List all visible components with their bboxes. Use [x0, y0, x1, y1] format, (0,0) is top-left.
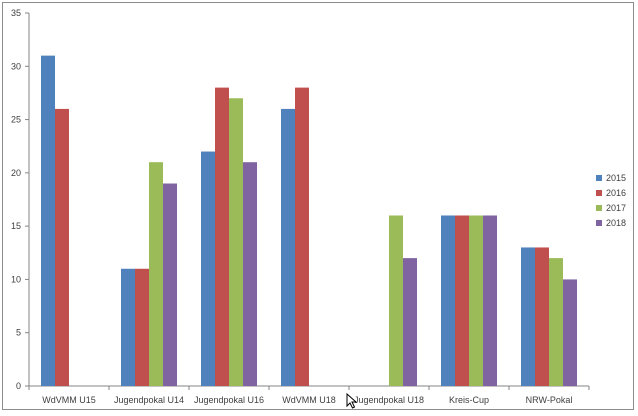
legend-swatch [596, 220, 602, 226]
bar-2015 [41, 55, 55, 386]
y-tick-label: 20 [11, 168, 21, 178]
y-tick-label: 25 [11, 115, 21, 125]
bar-2016 [455, 215, 469, 386]
legend-label: 2016 [606, 188, 626, 198]
bar-2017 [229, 98, 243, 386]
y-tick-label: 30 [11, 61, 21, 71]
bar-2018 [403, 258, 417, 386]
legend-label: 2017 [606, 203, 626, 213]
bar-2015 [281, 108, 295, 387]
bar-2017 [549, 258, 563, 386]
bar-2017 [469, 215, 483, 386]
legend-swatch [596, 205, 602, 211]
bar-2015 [121, 268, 135, 386]
bar-2018 [243, 162, 257, 386]
x-category-label: Jugendpokal U18 [354, 395, 424, 405]
x-category-label: NRW-Pokal [526, 395, 573, 405]
chart-frame: 0 5 10 15 20 25 30 35 WdVMM U15 Jugendpokal U14 Ju… [2, 2, 634, 410]
legend-swatch [596, 175, 602, 181]
bar-2017 [149, 162, 163, 386]
bar-2016 [295, 87, 309, 386]
legend-label: 2018 [606, 218, 626, 228]
x-category-label: Jugendpokal U14 [114, 395, 184, 405]
x-category-label: Jugendpokal U16 [194, 395, 264, 405]
bar-2018 [483, 215, 497, 386]
bar-chart: 0 5 10 15 20 25 30 35 WdVMM U15 Jugendpokal U14 Ju… [11, 8, 626, 405]
bar-2015 [521, 247, 535, 386]
x-category-label: WdVMM U15 [42, 395, 96, 405]
x-category-label: WdVMM U18 [282, 395, 336, 405]
bar-2016 [535, 247, 549, 386]
bar-2017 [389, 215, 403, 386]
y-tick-label: 10 [11, 274, 21, 284]
y-tick-label: 5 [16, 328, 21, 338]
bar-2016 [135, 268, 149, 386]
x-category-label: Kreis-Cup [449, 395, 489, 405]
legend-swatch [596, 190, 602, 196]
bar-2016 [55, 108, 69, 387]
legend-label: 2015 [606, 173, 626, 183]
mouse-pointer-icon [346, 393, 358, 409]
y-tick-label: 35 [11, 8, 21, 18]
bar-2016 [215, 87, 229, 386]
bar-2015 [441, 215, 455, 386]
bar-2015 [201, 151, 215, 386]
bar-2018 [163, 183, 177, 386]
bar-2018 [563, 279, 577, 386]
y-tick-label: 0 [16, 381, 21, 391]
y-tick-label: 15 [11, 221, 21, 231]
